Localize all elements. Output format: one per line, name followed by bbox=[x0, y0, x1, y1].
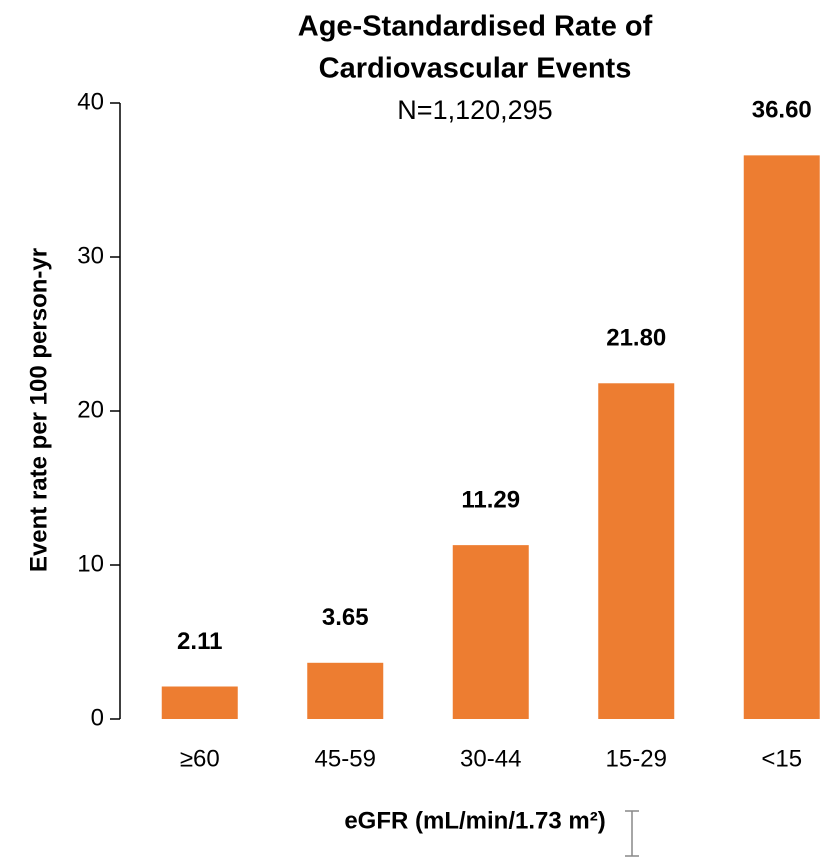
value-label: 11.29 bbox=[461, 486, 520, 513]
chart-title: Cardiovascular Events bbox=[319, 53, 632, 85]
x-tick-label: <15 bbox=[761, 745, 802, 772]
bar bbox=[307, 662, 384, 719]
x-tick-label: 45-59 bbox=[315, 745, 376, 772]
y-tick-label: 10 bbox=[77, 550, 104, 577]
cursor-icon bbox=[625, 810, 639, 857]
value-label: 3.65 bbox=[322, 604, 369, 631]
value-label: 21.80 bbox=[606, 325, 666, 352]
y-tick-label: 0 bbox=[91, 704, 104, 731]
x-axis-label: eGFR (mL/min/1.73 m²) bbox=[344, 807, 605, 834]
chart-subtitle: N=1,120,295 bbox=[397, 95, 552, 125]
bar bbox=[452, 545, 529, 719]
bar bbox=[743, 155, 820, 720]
y-tick-label: 20 bbox=[77, 396, 104, 423]
chart-title: Age-Standardised Rate of bbox=[298, 11, 653, 43]
x-tick-label: 30-44 bbox=[460, 745, 521, 772]
y-tick-label: 40 bbox=[77, 88, 104, 115]
bar bbox=[598, 383, 675, 719]
y-tick-label: 30 bbox=[77, 242, 104, 269]
bar bbox=[161, 686, 238, 719]
y-axis-label: Event rate per 100 person-yr bbox=[25, 248, 52, 572]
x-tick-label: ≥60 bbox=[180, 745, 220, 772]
value-label: 2.11 bbox=[177, 628, 222, 655]
x-tick-label: 15-29 bbox=[606, 745, 667, 772]
value-label: 36.60 bbox=[752, 97, 812, 124]
